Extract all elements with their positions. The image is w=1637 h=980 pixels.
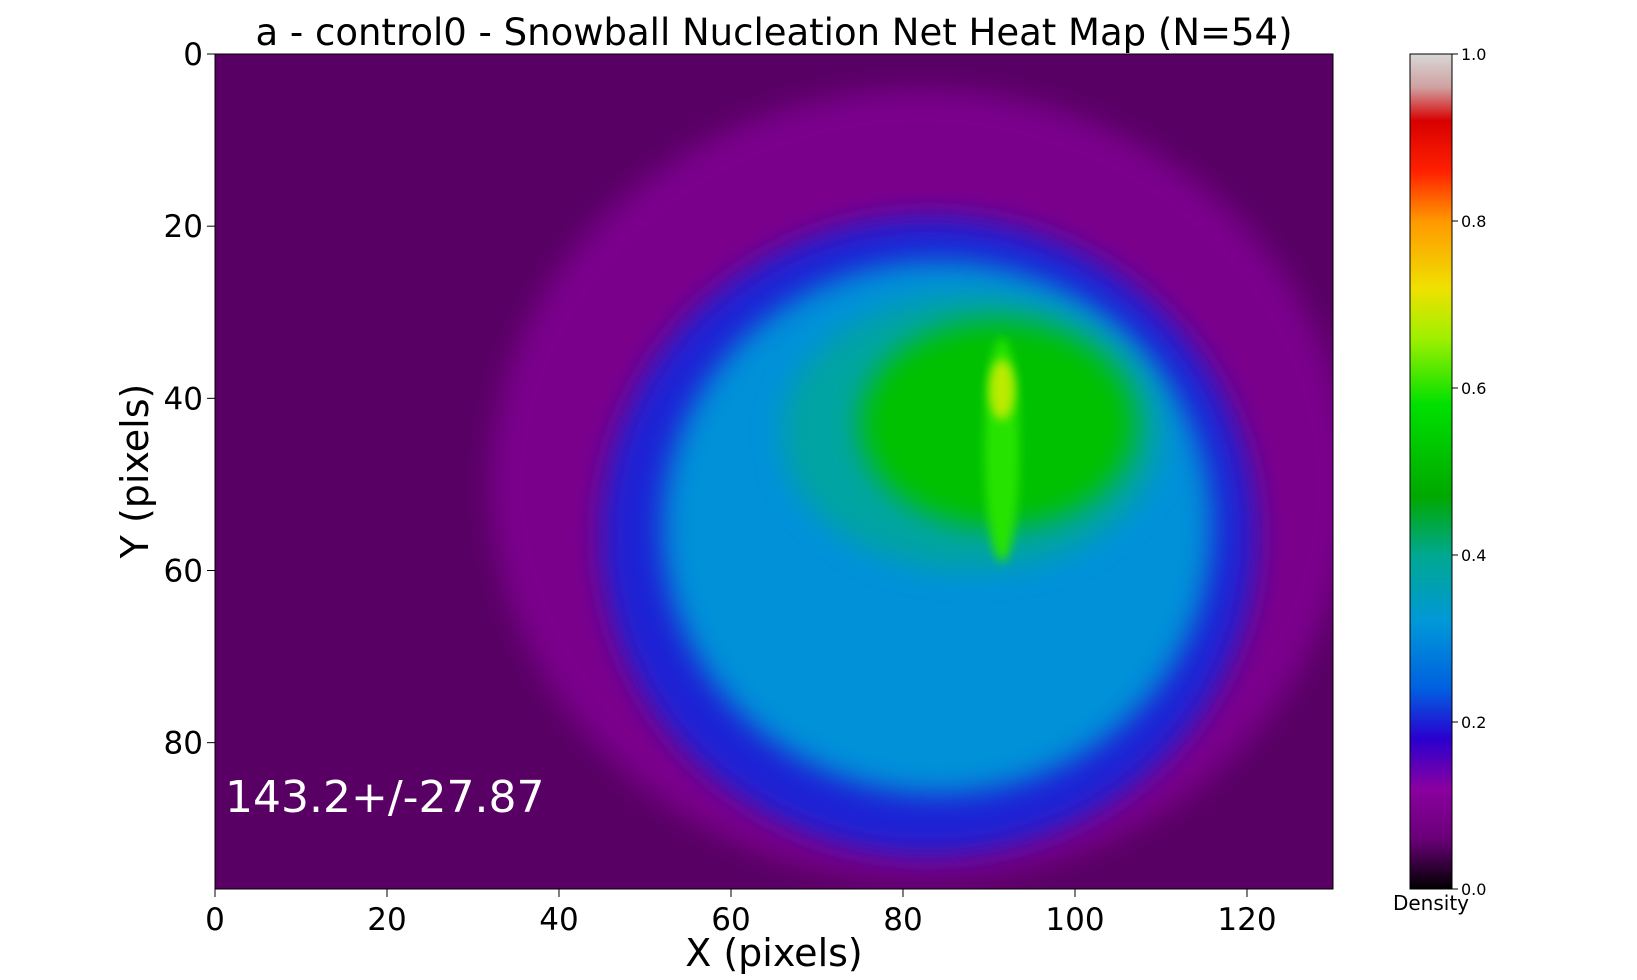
- x-tick-label: 120: [1217, 902, 1276, 938]
- colorbar-tick-label: 0.8: [1461, 212, 1486, 231]
- heatmap-image: [215, 54, 1333, 889]
- colorbar-tick-label: 0.2: [1461, 713, 1486, 732]
- y-tick-label: 0: [183, 37, 203, 73]
- colorbar-tick-label: 1.0: [1461, 45, 1486, 64]
- y-tick-label: 80: [164, 726, 203, 762]
- x-axis: 0 20 40 60 80 100 120: [205, 889, 1277, 938]
- colorbar-tick-label: 0.4: [1461, 546, 1486, 565]
- colorbar-tick-label: 0.6: [1461, 379, 1486, 398]
- x-tick-label: 100: [1045, 902, 1104, 938]
- y-axis-label: Y (pixels): [113, 384, 157, 560]
- y-tick-label: 60: [164, 553, 203, 589]
- colorbar-axis: 0.0 0.2 0.4 0.6 0.8 1.0: [1452, 45, 1486, 899]
- x-axis-label: X (pixels): [685, 931, 863, 975]
- colorbar-tick-label: 0.0: [1461, 880, 1486, 899]
- plot-frame: [214, 53, 1334, 890]
- y-tick-label: 20: [164, 209, 203, 245]
- y-axis: 0 20 40 60 80: [164, 37, 215, 762]
- colorbar-label: Density: [1393, 891, 1469, 915]
- density-annotation: 143.2+/-27.87: [225, 772, 545, 823]
- x-tick-label: 40: [539, 902, 578, 938]
- x-tick-label: 0: [205, 902, 225, 938]
- chart-title: a - control0 - Snowball Nucleation Net H…: [255, 11, 1292, 54]
- y-tick-label: 40: [164, 381, 203, 417]
- x-tick-label: 80: [883, 902, 922, 938]
- x-tick-label: 20: [367, 902, 406, 938]
- heatmap-region-hot-spot: [989, 359, 1015, 420]
- x-tick-label: 60: [711, 902, 750, 938]
- colorbar: [1409, 53, 1453, 890]
